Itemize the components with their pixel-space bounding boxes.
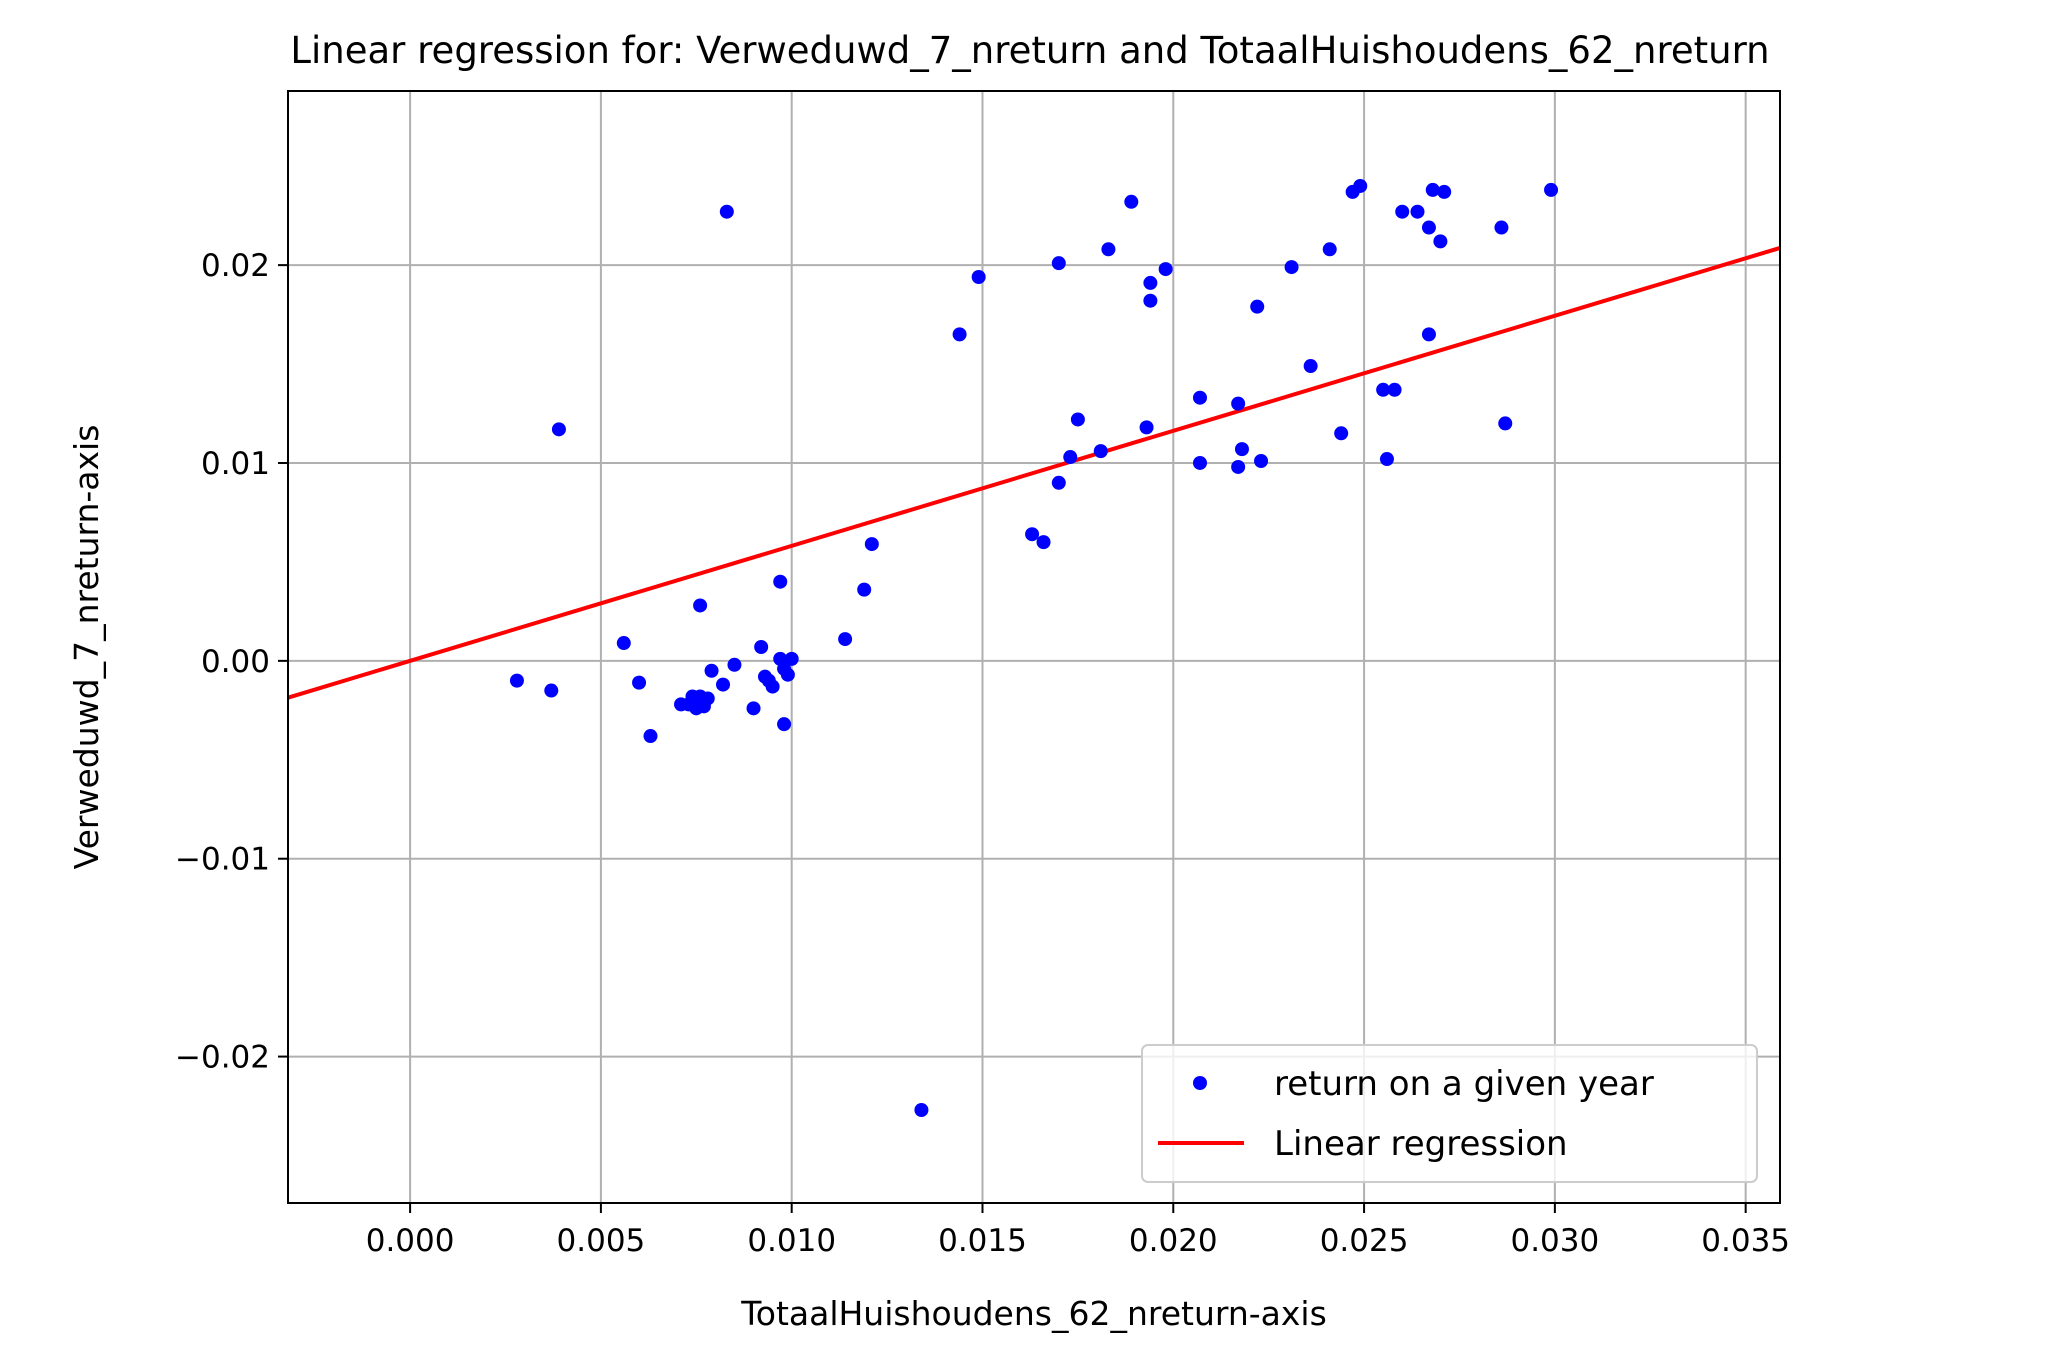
scatter-point [1410,204,1425,219]
scatter-point [777,717,792,732]
scatter-point [704,663,719,678]
scatter-point [1544,182,1559,197]
scatter-point [1284,260,1299,275]
scatter-point [700,691,715,706]
x-tick-label: 0.005 [557,1223,646,1259]
scatter-point [784,651,799,666]
scatter-point [1437,184,1452,199]
scatter-point [719,204,734,219]
scatter-point [1498,416,1513,431]
scatter-point [746,701,761,716]
plot-frame [287,90,1781,1204]
scatter-point [1254,454,1269,469]
x-tick-label: 0.035 [1701,1223,1790,1259]
x-axis-label: TotaalHuishoudens_62_nreturn-axis [740,1294,1327,1333]
scatter-point [1303,359,1318,374]
scatter-point [1070,412,1085,427]
x-tick-label: 0.000 [366,1223,455,1259]
scatter-points [509,178,1559,1118]
scatter-point [1494,220,1509,235]
regression-line [287,246,1781,700]
legend: return on a given year Linear regression [1141,1044,1758,1183]
scatter-point [1143,293,1158,308]
scatter-point [754,640,769,654]
scatter-point [1124,194,1139,209]
scatter-point [1421,220,1436,235]
scatter-point [1334,426,1349,441]
scatter-point [1231,459,1246,474]
scatter-point [780,667,795,682]
scatter-point [1101,242,1116,257]
y-axis-label: Verweduwd_7_nreturn-axis [67,425,106,870]
scatter-point [693,598,708,613]
scatter-point [1139,420,1154,435]
scatter-point [857,582,872,597]
scatter-point [509,673,524,688]
x-tick-label: 0.030 [1510,1223,1599,1259]
scatter-point [1379,452,1394,467]
scatter-point [1093,444,1108,459]
scatter-point [1025,527,1040,542]
x-tick-label: 0.025 [1320,1223,1409,1259]
y-axis-ticks: −0.02 −0.01 0.00 0.01 0.02 [175,248,288,1076]
scatter-point [1421,327,1436,342]
scatter-point [616,636,631,651]
y-tick-label: 0.01 [201,446,270,482]
scatter-point [1322,242,1337,257]
scatter-point [1425,182,1440,197]
scatter-point [765,679,780,694]
scatter-point [1158,262,1173,277]
scatter-point [1192,390,1207,405]
legend-label-scatter: return on a given year [1274,1064,1654,1104]
x-tick-label: 0.015 [938,1223,1027,1259]
scatter-point [914,1103,929,1118]
scatter-point [544,683,559,698]
y-tick-label: 0.00 [201,644,270,680]
scatter-point [1051,475,1066,490]
scatter-point [1250,299,1265,314]
y-tick-label: 0.02 [201,248,270,284]
scatter-point [1433,234,1448,249]
regression-layer [287,246,1781,700]
scatter-point [1143,275,1158,290]
scatter-point [1387,382,1402,397]
scatter-point [1234,442,1249,457]
y-tick-label: −0.02 [175,1040,270,1076]
scatter-point [864,537,879,552]
legend-box [1141,1044,1758,1183]
scatter-point [1376,382,1391,397]
scatter-point [1036,535,1051,550]
x-tick-label: 0.010 [747,1223,836,1259]
gridlines [288,91,1780,1203]
scatter-point [716,677,731,692]
scatter-point [1063,450,1078,465]
legend-scatter-marker [1193,1076,1207,1090]
scatter-point [971,269,986,284]
scatter-point [952,327,967,342]
scatter-point [1231,396,1246,411]
y-tick-label: −0.01 [175,842,270,878]
chart-title: Linear regression for: Verweduwd_7_nretu… [290,29,1769,72]
x-axis-ticks: 0.000 0.005 0.010 0.015 0.020 0.025 0.030 0.035 [366,1203,1790,1259]
scatter-point [838,632,853,647]
scatter-point [643,729,658,744]
legend-label-regression: Linear regression [1274,1124,1568,1164]
scatter-point [551,422,566,437]
scatter-point [1192,455,1207,470]
scatter-point [1395,204,1410,219]
scatter-point [727,657,742,672]
scatter-point [773,574,788,589]
x-tick-label: 0.020 [1129,1223,1218,1259]
scatter-point [632,675,647,690]
scatter-point [1051,256,1066,271]
scatter-point [1353,178,1368,193]
